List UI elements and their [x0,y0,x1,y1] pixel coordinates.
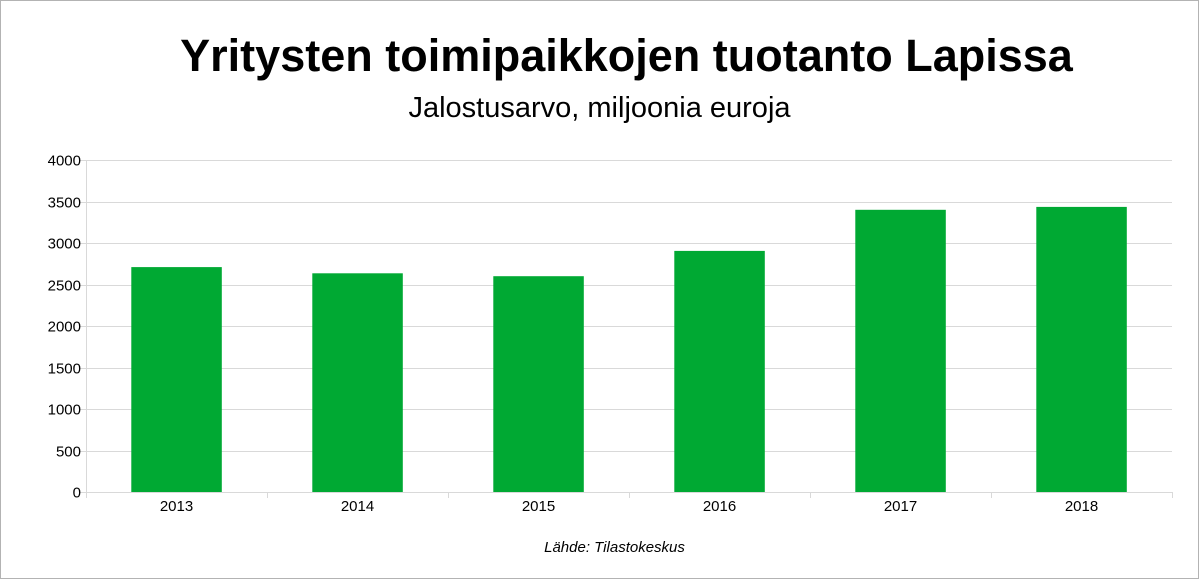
tick-labels: 0 500 1000 1500 2000 2500 3000 3500 4000 2013 2014… [48,153,1099,516]
y-tick-label: 1000 [48,402,81,419]
y-tick-label: 500 [56,444,81,461]
chart-subtitle: Jalostusarvo, miljoonia euroja [408,92,791,124]
gridlines [86,160,1172,452]
y-tick-label: 4000 [48,153,81,170]
y-tick-label: 2000 [48,319,81,336]
bar-2016 [674,250,765,492]
bar-2018 [1036,206,1127,492]
bar-2017 [855,209,946,493]
y-tick-label: 3000 [48,236,81,253]
x-tick-label: 2018 [1065,498,1098,515]
bar-2014 [312,273,403,492]
bar-2013 [131,267,222,492]
chart-title: Yritysten toimipaikkojen tuotanto Lapiss… [180,30,1073,81]
axes [80,160,1173,498]
x-tick-label: 2014 [341,498,374,515]
x-tick-label: 2016 [703,498,736,515]
y-tick-label: 0 [73,485,81,502]
x-tick-label: 2013 [160,498,193,515]
y-tick-label: 3500 [48,195,81,212]
x-tick-label: 2017 [884,498,917,515]
source-note: Lähde: Tilastokeskus [544,539,685,556]
y-tick-label: 1500 [48,361,81,378]
bar-2015 [493,276,584,492]
y-tick-label: 2500 [48,278,81,295]
x-tick-label: 2015 [522,498,555,515]
bars [131,206,1127,493]
